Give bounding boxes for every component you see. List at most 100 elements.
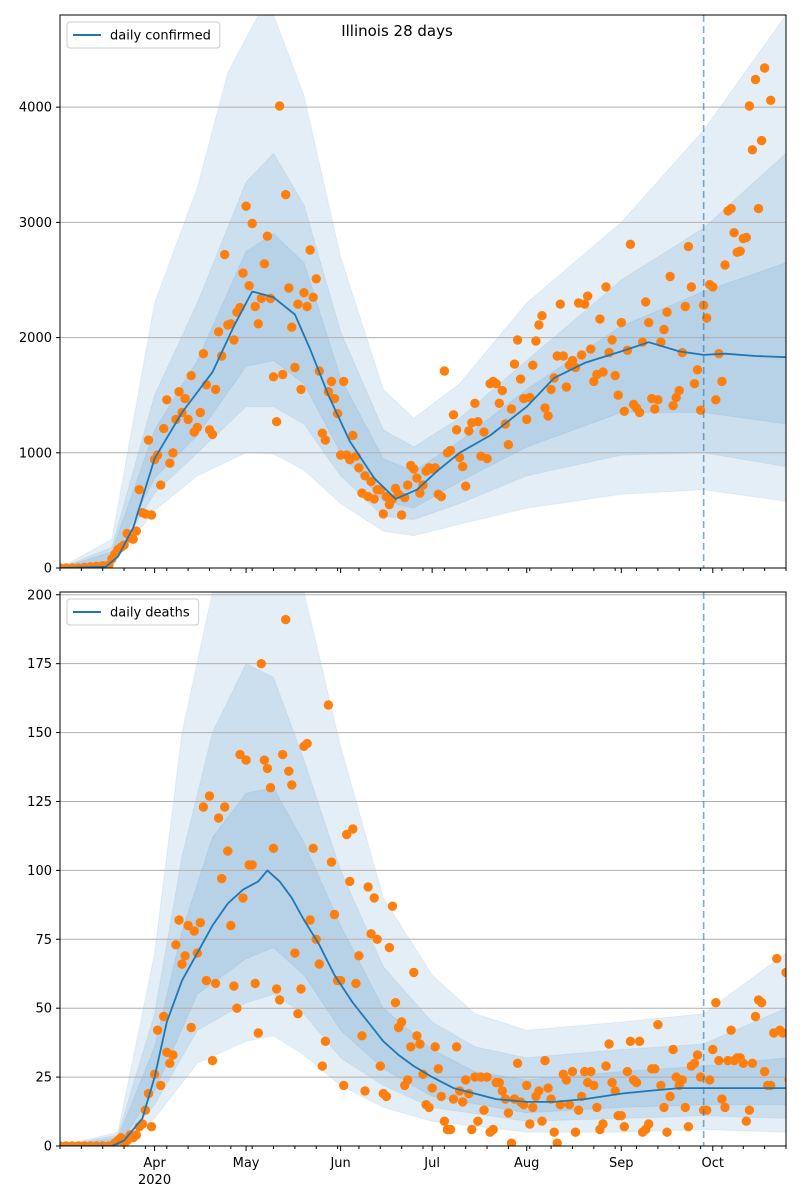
deaths-point	[177, 959, 187, 969]
confirmed-point	[448, 410, 459, 420]
confirmed-point	[253, 319, 263, 329]
confirmed-point	[726, 203, 736, 214]
deaths-point	[705, 1075, 715, 1085]
confirmed-point	[461, 481, 471, 491]
confirmed-point	[531, 336, 541, 346]
confirmed-point	[680, 301, 690, 312]
deaths-point	[360, 1086, 370, 1096]
confirmed-point	[128, 534, 138, 544]
confirmed-point	[244, 281, 254, 291]
deaths-point	[247, 860, 257, 870]
deaths-point	[598, 1119, 608, 1129]
deaths-point	[720, 1102, 730, 1113]
deaths-point	[290, 948, 300, 958]
deaths-point	[564, 1100, 575, 1110]
deaths-point	[183, 920, 193, 931]
deaths-point	[357, 1031, 367, 1041]
deaths-point	[650, 1064, 660, 1074]
deaths-point	[363, 882, 373, 892]
deaths-point	[278, 749, 288, 760]
xtick-label: May	[233, 1156, 260, 1171]
deaths-point	[433, 1064, 443, 1074]
confirmed-point	[302, 301, 312, 312]
deaths-ytick-label: 25	[35, 1071, 52, 1086]
confirmed-series-line	[60, 290, 786, 568]
deaths-point	[396, 1017, 407, 1027]
deaths-point	[165, 1058, 175, 1069]
deaths-ytick-label: 150	[27, 726, 52, 741]
deaths-point	[314, 959, 324, 969]
deaths-point	[409, 967, 419, 978]
confirmed-point	[409, 464, 419, 474]
confirmed-point	[198, 349, 209, 359]
deaths-point	[683, 1122, 694, 1132]
legend-box	[66, 598, 200, 626]
xtick-label: Jun	[329, 1156, 350, 1171]
confirmed-point	[558, 351, 568, 361]
deaths-point	[540, 1055, 550, 1066]
confirmed-point	[512, 335, 523, 345]
deaths-point	[726, 1025, 736, 1035]
deaths-point	[403, 1075, 413, 1085]
deaths-point	[479, 1105, 489, 1115]
confirmed-point	[494, 398, 504, 408]
confirmed-point	[515, 374, 526, 384]
confirmed-point	[339, 376, 349, 387]
deaths-point	[610, 1086, 620, 1096]
deaths-point	[262, 763, 273, 774]
confirmed-point	[131, 526, 141, 536]
confirmed-point	[747, 145, 758, 155]
confirmed-point	[503, 440, 514, 450]
deaths-point	[439, 1116, 450, 1126]
deaths-point	[436, 1091, 446, 1102]
confirmed-point	[561, 382, 572, 392]
confirmed-point	[445, 445, 456, 456]
deaths-point	[570, 1127, 581, 1137]
deaths-point	[607, 1077, 617, 1088]
deaths-point	[604, 1039, 614, 1049]
confirmed-legend: daily confirmed	[66, 21, 221, 49]
deaths-point	[665, 1091, 675, 1102]
confirmed-point	[329, 393, 340, 404]
deaths-point	[714, 1055, 724, 1066]
deaths-point	[381, 1091, 392, 1102]
confirmed-ytick-label: 2000	[19, 331, 52, 346]
confirmed-point	[271, 417, 282, 427]
confirmed-point	[586, 344, 596, 354]
confirmed-point	[662, 307, 672, 317]
confirmed-point	[668, 400, 678, 411]
deaths-point	[284, 766, 294, 776]
confirmed-band-outer	[60, 15, 786, 568]
confirmed-point	[238, 268, 248, 278]
deaths-point	[384, 942, 395, 953]
deaths-point	[351, 978, 361, 989]
legend-box	[66, 21, 221, 49]
deaths-point	[250, 978, 260, 989]
confirmed-point	[479, 427, 489, 437]
deaths-ytick-label: 125	[27, 795, 52, 810]
confirmed-point	[311, 274, 321, 284]
deaths-point	[445, 1124, 456, 1135]
deaths-point	[293, 1009, 303, 1019]
deaths-point	[601, 1061, 611, 1071]
deaths-point	[692, 1050, 703, 1060]
deaths-series-line	[60, 869, 786, 1146]
confirmed-point	[229, 335, 239, 345]
deaths-point	[549, 1127, 559, 1137]
deaths-point	[372, 934, 382, 944]
deaths-point	[238, 893, 248, 903]
deaths-point	[253, 1028, 263, 1038]
confirmed-point	[454, 452, 465, 463]
confirmed-point	[259, 259, 270, 269]
deaths-point	[226, 920, 236, 931]
deaths-point	[156, 1080, 166, 1091]
confirmed-point	[522, 414, 532, 425]
xtick-label: Aug	[514, 1156, 539, 1171]
confirmed-point	[607, 335, 617, 345]
deaths-point	[201, 975, 212, 986]
confirmed-point	[308, 292, 318, 302]
confirmed-point	[756, 135, 767, 146]
deaths-point	[271, 984, 282, 994]
deaths-ytick-label: 200	[27, 588, 52, 603]
